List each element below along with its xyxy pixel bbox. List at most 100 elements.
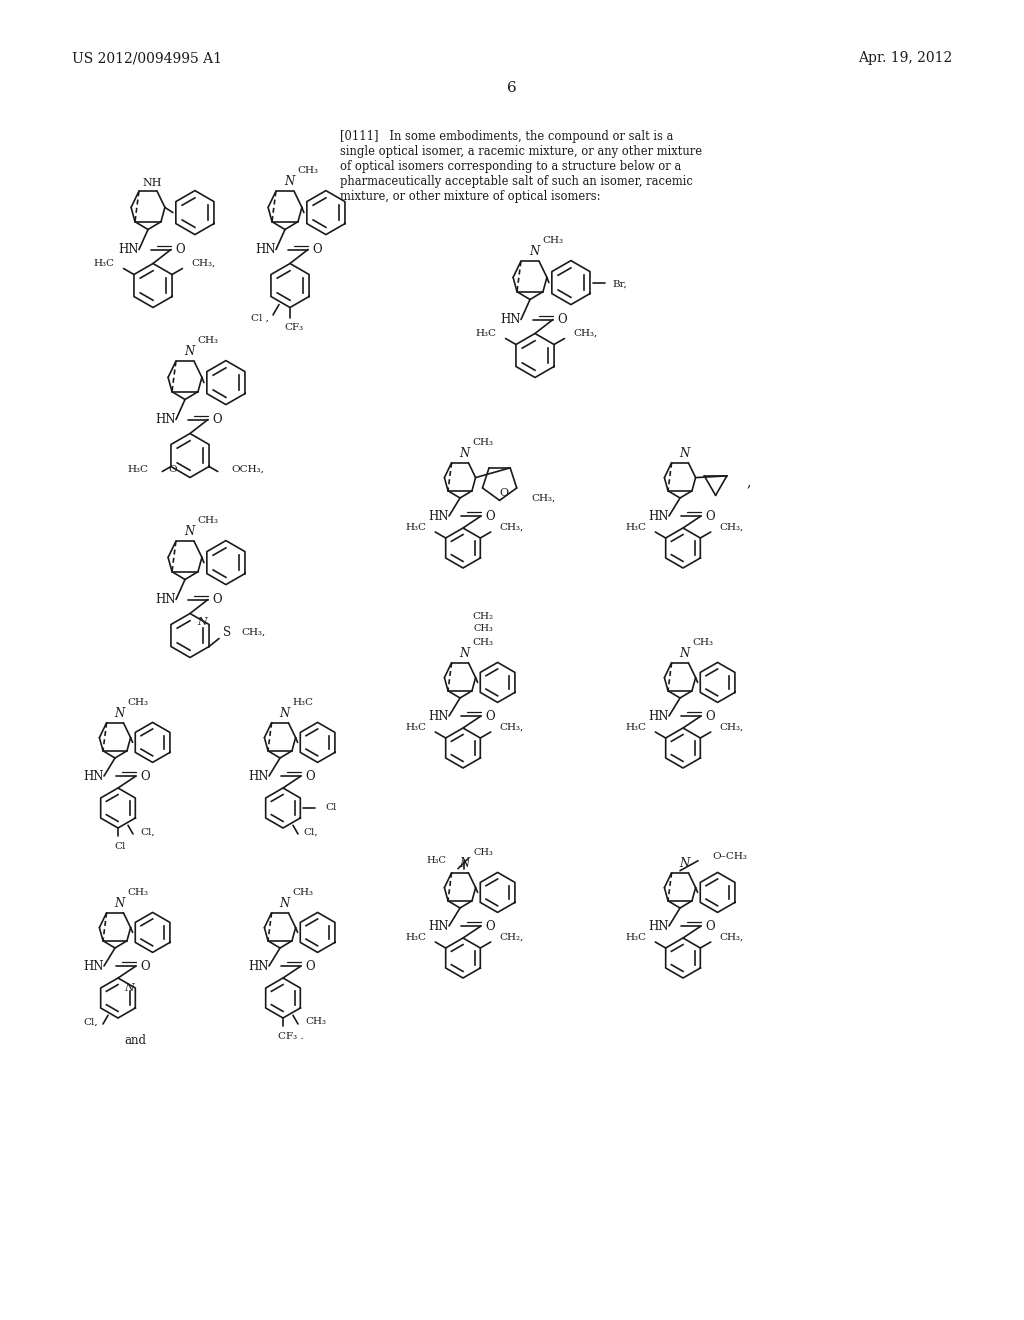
Text: O: O <box>499 488 508 499</box>
Text: O: O <box>705 710 715 722</box>
Text: CH₃,: CH₃, <box>500 523 523 532</box>
Text: 6: 6 <box>507 81 517 95</box>
Text: CH₃: CH₃ <box>305 1018 327 1027</box>
Text: O–CH₃: O–CH₃ <box>712 853 746 861</box>
Text: HN: HN <box>648 920 669 932</box>
Text: H₃C: H₃C <box>626 722 646 731</box>
Text: Cl: Cl <box>115 842 126 851</box>
Text: HN: HN <box>249 960 269 973</box>
Text: CH₂: CH₂ <box>472 611 494 620</box>
Text: N: N <box>114 706 124 719</box>
Text: O: O <box>485 710 495 722</box>
Text: O: O <box>140 960 150 973</box>
Text: CH₃,: CH₃, <box>720 722 743 731</box>
Text: N: N <box>528 246 539 259</box>
Text: N: N <box>184 346 195 358</box>
Text: H₃C: H₃C <box>626 523 646 532</box>
Text: H₃C: H₃C <box>406 523 427 532</box>
Text: HN: HN <box>156 593 176 606</box>
Text: CH₃: CH₃ <box>197 516 218 525</box>
Text: Cl ,: Cl , <box>251 314 269 323</box>
Text: O: O <box>485 510 495 523</box>
Text: single optical isomer, a racemic mixture, or any other mixture: single optical isomer, a racemic mixture… <box>340 145 702 158</box>
Text: HN: HN <box>84 770 104 783</box>
Text: H₃C: H₃C <box>406 932 427 941</box>
Text: CH₃: CH₃ <box>197 337 218 346</box>
Text: CH₃,: CH₃, <box>573 329 597 338</box>
Text: OCH₃,: OCH₃, <box>231 465 264 474</box>
Text: CH₃,: CH₃, <box>531 494 556 503</box>
Text: CH₃: CH₃ <box>127 698 148 706</box>
Text: CH₃: CH₃ <box>474 624 494 632</box>
Text: HN: HN <box>428 710 449 722</box>
Text: H₃C: H₃C <box>476 329 497 338</box>
Text: CH₃: CH₃ <box>127 888 148 896</box>
Text: HN: HN <box>156 413 176 426</box>
Text: HN: HN <box>428 920 449 932</box>
Text: O: O <box>485 920 495 932</box>
Text: CF₃: CF₃ <box>285 323 303 333</box>
Text: N: N <box>459 647 469 660</box>
Text: O: O <box>175 243 184 256</box>
Text: H₃C: H₃C <box>426 857 446 865</box>
Text: Apr. 19, 2012: Apr. 19, 2012 <box>858 51 952 65</box>
Text: N: N <box>459 857 469 870</box>
Text: S: S <box>223 626 231 639</box>
Text: CH₂,: CH₂, <box>500 932 523 941</box>
Text: CH₃: CH₃ <box>472 638 493 647</box>
Text: N: N <box>284 176 294 189</box>
Text: HN: HN <box>119 243 139 256</box>
Text: CH₃: CH₃ <box>692 638 713 647</box>
Text: CH₃: CH₃ <box>292 888 313 896</box>
Text: CH₃: CH₃ <box>472 438 493 446</box>
Text: CH₃,: CH₃, <box>241 628 265 638</box>
Text: CH₃,: CH₃, <box>191 259 215 268</box>
Text: O: O <box>705 510 715 523</box>
Text: mixture, or other mixture of optical isomers:: mixture, or other mixture of optical iso… <box>340 190 600 203</box>
Text: HN: HN <box>256 243 276 256</box>
Text: CH₃,: CH₃, <box>720 523 743 532</box>
Text: H₃C: H₃C <box>626 932 646 941</box>
Text: CF₃ .: CF₃ . <box>279 1032 304 1041</box>
Text: CH₃: CH₃ <box>297 166 318 176</box>
Text: O: O <box>212 593 221 606</box>
Text: N: N <box>198 616 207 627</box>
Text: Cl,: Cl, <box>140 828 155 837</box>
Text: pharmaceutically acceptable salt of such an isomer, racemic: pharmaceutically acceptable salt of such… <box>340 176 693 187</box>
Text: O: O <box>305 770 314 783</box>
Text: HN: HN <box>84 960 104 973</box>
Text: US 2012/0094995 A1: US 2012/0094995 A1 <box>72 51 222 65</box>
Text: Cl,: Cl, <box>83 1018 98 1027</box>
Text: O: O <box>305 960 314 973</box>
Text: of optical isomers corresponding to a structure below or a: of optical isomers corresponding to a st… <box>340 160 681 173</box>
Text: H₃C: H₃C <box>94 259 115 268</box>
Text: HN: HN <box>428 510 449 523</box>
Text: HN: HN <box>501 313 521 326</box>
Text: CH₃: CH₃ <box>542 236 563 246</box>
Text: N: N <box>679 446 689 459</box>
Text: N: N <box>459 446 469 459</box>
Text: Br,: Br, <box>613 280 628 289</box>
Text: N: N <box>184 525 195 539</box>
Text: H₃C: H₃C <box>127 465 148 474</box>
Text: N: N <box>124 983 134 993</box>
Text: N: N <box>679 647 689 660</box>
Text: N: N <box>679 857 689 870</box>
Text: CH₃: CH₃ <box>474 849 494 857</box>
Text: O: O <box>140 770 150 783</box>
Text: HN: HN <box>648 510 669 523</box>
Text: O: O <box>212 413 221 426</box>
Text: H₃C: H₃C <box>292 698 313 706</box>
Text: HN: HN <box>648 710 669 722</box>
Text: CH₃,: CH₃, <box>720 932 743 941</box>
Text: O: O <box>312 243 322 256</box>
Text: H₃C: H₃C <box>406 722 427 731</box>
Text: N: N <box>114 896 124 909</box>
Text: Cl,: Cl, <box>303 828 318 837</box>
Text: O: O <box>557 313 566 326</box>
Text: and: and <box>124 1034 146 1047</box>
Text: [0111]   In some embodiments, the compound or salt is a: [0111] In some embodiments, the compound… <box>340 129 674 143</box>
Text: Cl: Cl <box>325 804 336 813</box>
Text: N: N <box>279 896 289 909</box>
Text: CH₃,: CH₃, <box>500 722 523 731</box>
